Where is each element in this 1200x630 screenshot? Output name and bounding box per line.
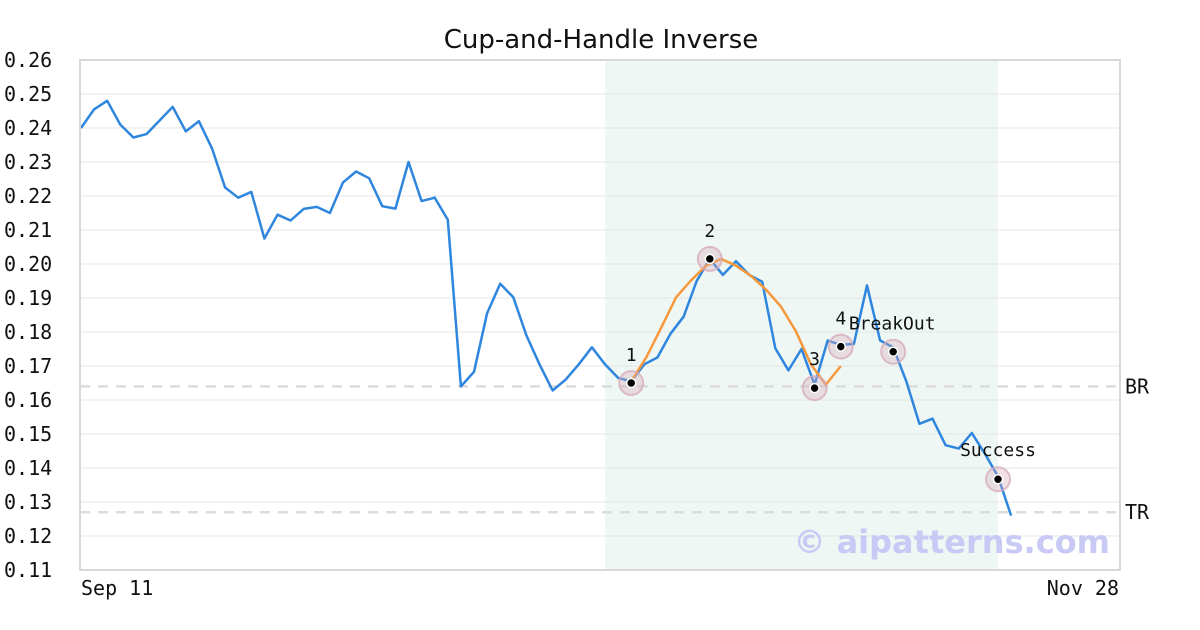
point-label-2: 2: [704, 221, 715, 242]
y-tick-label: 0.16: [4, 388, 52, 412]
y-tick-label: 0.13: [4, 490, 52, 514]
y-tick-label: 0.23: [4, 150, 52, 174]
watermark: © aipatterns.com: [793, 523, 1110, 561]
point-marker-breakout: [887, 346, 899, 357]
y-tick-label: 0.17: [4, 354, 52, 378]
pattern-curve: [630, 257, 842, 386]
pattern-curve-line: [630, 257, 842, 386]
y-axis-ticks: 0.26 0.25 0.24 0.23 0.22 0.21 0.20 0.19 0.18 0.17…: [4, 48, 52, 582]
chart-title: Cup-and-Handle Inverse: [444, 25, 759, 55]
plot-frame: [79, 59, 1121, 571]
y-tick-label: 0.21: [4, 218, 52, 242]
y-tick-label: 0.15: [4, 422, 52, 446]
point-marker-1: [625, 377, 637, 389]
point-label-4: 4: [835, 309, 846, 330]
y-tick-label: 0.18: [4, 320, 52, 344]
y-tick-label: 0.25: [4, 82, 52, 106]
point-marker-2: [704, 253, 716, 265]
y-tick-label: 0.11: [4, 558, 52, 582]
price-series: [79, 99, 1013, 516]
point-marker-3: [809, 382, 820, 394]
y-tick-label: 0.12: [4, 524, 52, 548]
reference-label-br: BR: [1125, 374, 1150, 398]
gridlines: [80, 59, 1120, 571]
highlight-region-rect: [605, 60, 998, 570]
point-label-1: 1: [626, 345, 637, 366]
x-tick-end: Nov 28: [1047, 576, 1119, 600]
point-marker-success: [992, 473, 1004, 485]
point-label-3: 3: [809, 349, 820, 370]
reference-label-tr: TR: [1125, 500, 1150, 524]
y-tick-label: 0.22: [4, 184, 52, 208]
reference-lines: BR TR: [80, 374, 1150, 524]
y-tick-label: 0.19: [4, 286, 52, 310]
point-label-success: Success: [960, 440, 1036, 461]
y-tick-label: 0.26: [4, 48, 52, 72]
x-tick-start: Sep 11: [81, 576, 153, 600]
pattern-points: 1 2 34 BreakOut Success: [618, 221, 1036, 493]
point-label-breakout: BreakOut: [849, 314, 936, 335]
y-tick-label: 0.24: [4, 116, 52, 140]
point-marker-4: [835, 341, 847, 352]
price-line: [79, 99, 1013, 516]
y-tick-label: 0.20: [4, 252, 52, 276]
y-tick-label: 0.14: [4, 456, 52, 480]
highlight-region: [605, 60, 998, 570]
